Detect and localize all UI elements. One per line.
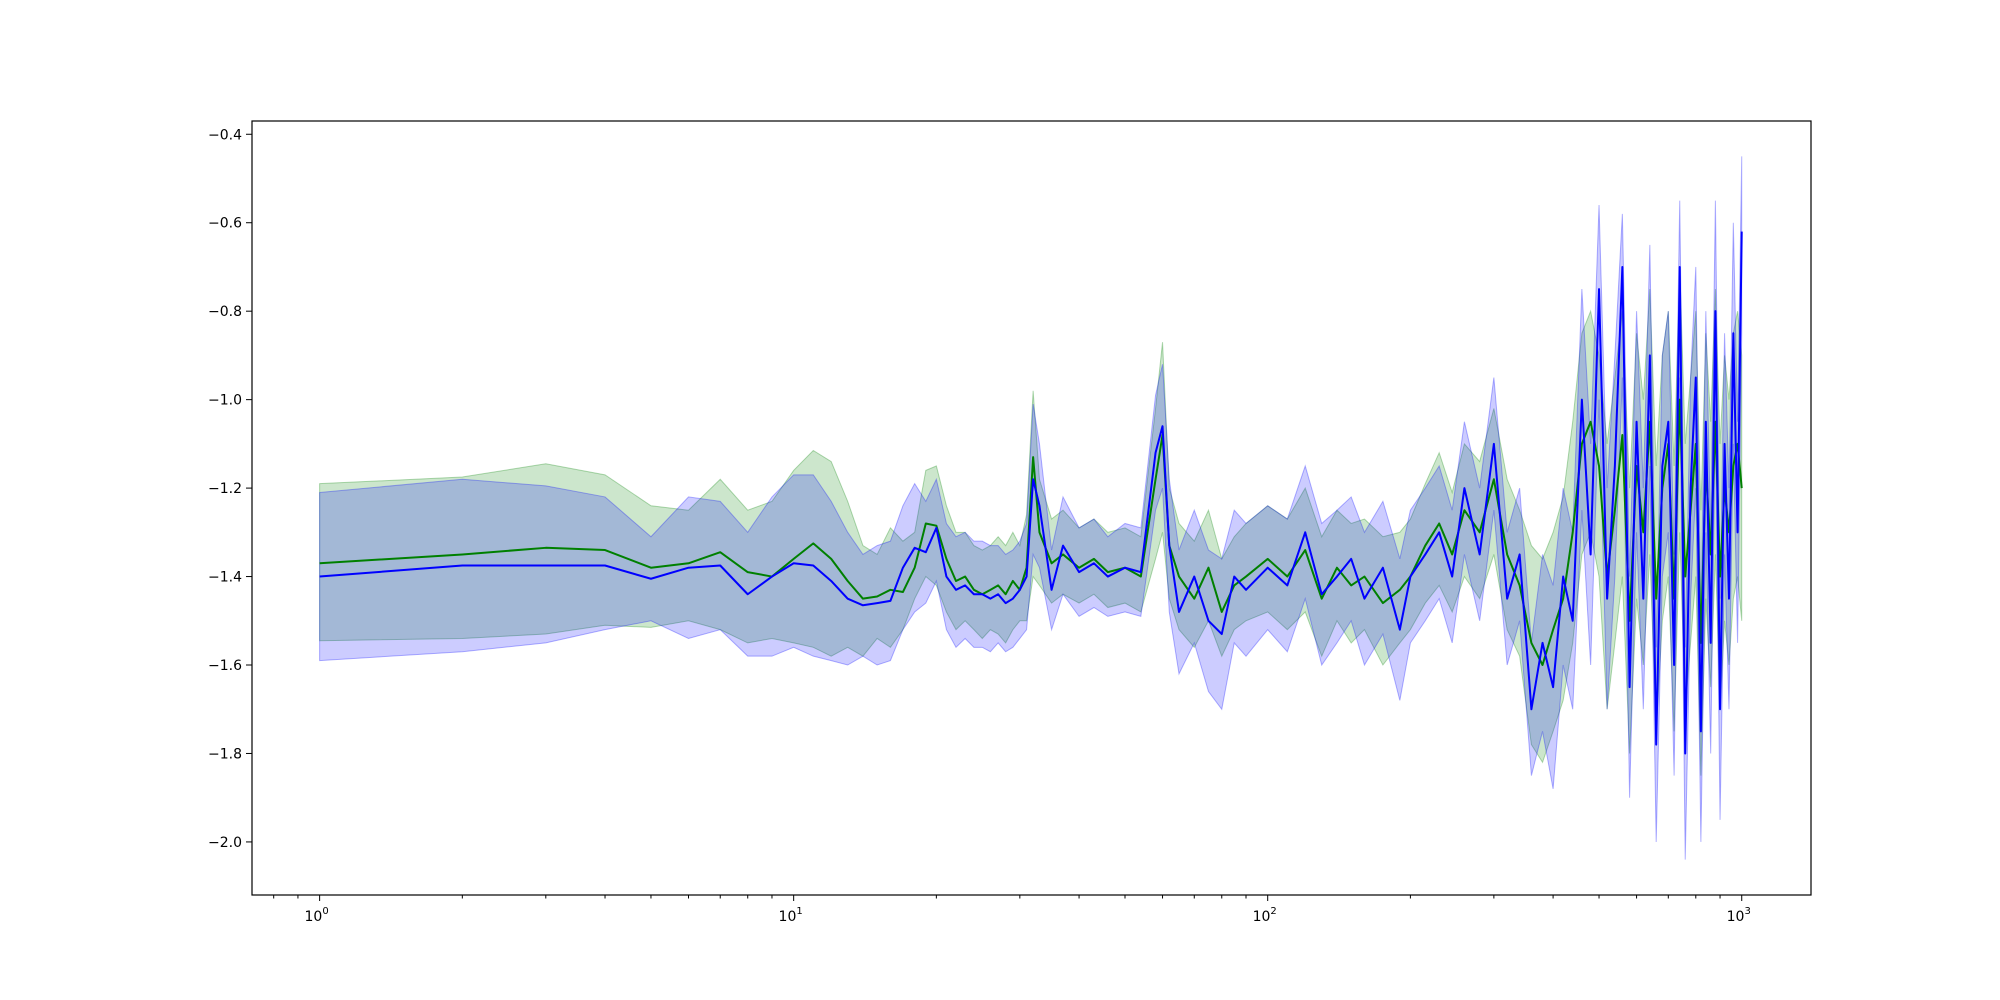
y-tick-label: −1.6 <box>208 658 242 674</box>
series-lines <box>319 231 1743 755</box>
y-axis: −0.4 −0.6 −0.8 −1.0 −1.2 −1.4 −1.6 −1.8 −2.0 <box>208 127 252 851</box>
y-tick-label: −1.2 <box>208 481 242 497</box>
x-tick-label: 100 <box>305 906 329 925</box>
x-tick-label: 102 <box>1253 906 1277 925</box>
x-tick-label: 101 <box>779 906 803 925</box>
y-tick-label: −1.0 <box>208 393 242 409</box>
x-tick-label: 103 <box>1727 906 1751 925</box>
y-tick-label: −1.4 <box>208 570 242 586</box>
y-tick-label: −2.0 <box>208 835 242 851</box>
y-tick-label: −1.8 <box>208 746 242 762</box>
series-0-line <box>319 398 1743 667</box>
plot-frame <box>251 120 1812 896</box>
y-tick-label: −0.8 <box>208 304 242 320</box>
series-1-line <box>319 231 1743 755</box>
y-tick-label: −0.4 <box>208 127 242 143</box>
x-axis: 100 101 102 103 <box>273 895 1751 925</box>
y-tick-label: −0.6 <box>208 216 242 232</box>
